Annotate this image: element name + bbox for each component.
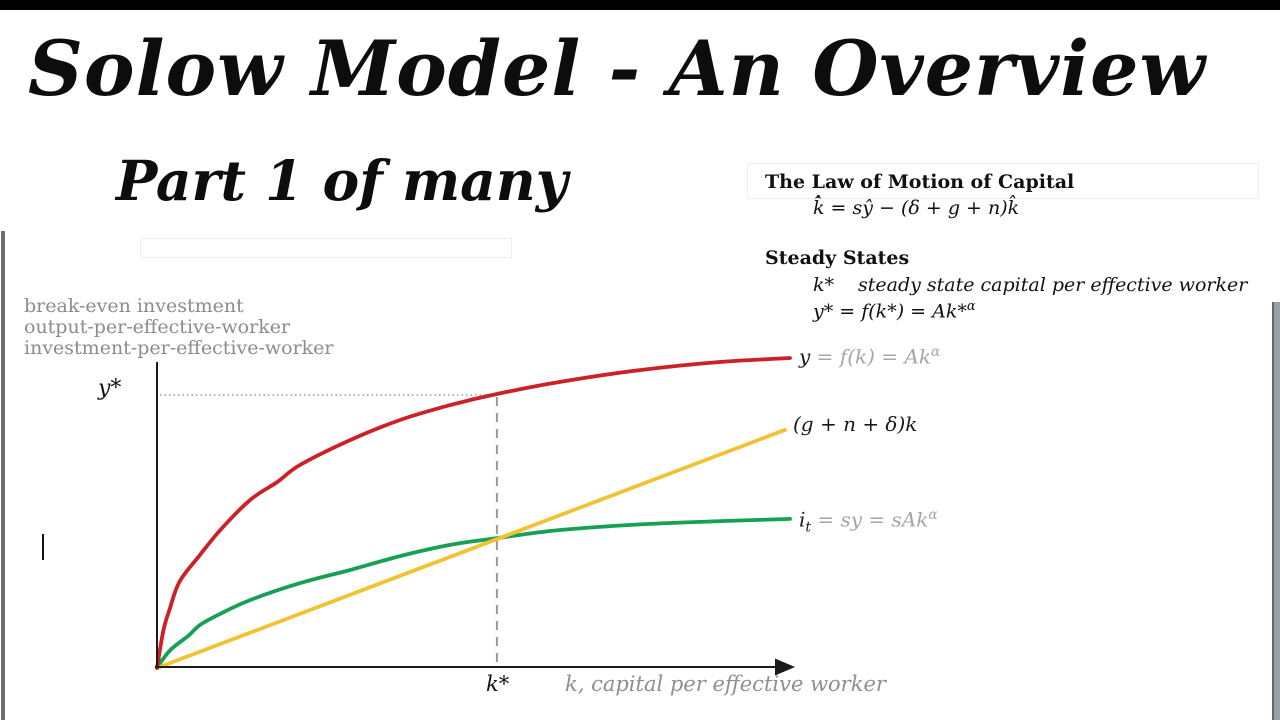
curves-layer [155, 356, 792, 670]
k-star-symbol: k* [813, 274, 835, 296]
k-star-definition-text: steady state capital per effective worke… [858, 274, 1248, 296]
curve-green [155, 517, 792, 670]
curve-yellow [155, 428, 787, 670]
steady-state-k-definition: k* steady state capital per effective wor… [813, 274, 1247, 296]
y-axis-label-line1: break-even investment [24, 295, 244, 317]
alpha-exponent: α [966, 299, 976, 314]
red-curve-label: y = f(k) = Akα [799, 344, 940, 369]
green-curve-label-subscript: t [805, 519, 812, 536]
green-curve-label-formula: = sy = sAk [811, 507, 929, 532]
curve-red [155, 356, 792, 670]
red-curve-label-exponent: α [930, 344, 941, 360]
y-star-tick-label: y* [98, 376, 122, 401]
text-cursor [42, 534, 44, 560]
green-curve-label-symbol: i [799, 507, 806, 532]
red-curve-label-symbol: y [799, 344, 811, 369]
y-star-equation-base: y* = f(k*) = Ak* [813, 300, 967, 323]
green-curve-label: it = sy = sAkα [799, 507, 938, 536]
y-axis-label-block: break-even investment output-per-effecti… [24, 296, 334, 359]
law-of-motion-heading: The Law of Motion of Capital [765, 171, 1075, 193]
y-axis-label-line2: output-per-effective-worker [24, 316, 291, 338]
text-box-outline [747, 163, 1259, 199]
top-border-bar [0, 0, 1280, 10]
green-curve-label-exponent: α [928, 507, 938, 523]
right-window-edge [1272, 302, 1280, 720]
steady-state-y-equation: y* = f(k*) = Ak*α [813, 299, 976, 322]
red-curve-label-formula: = f(k) = Ak [810, 344, 931, 369]
steady-states-heading: Steady States [765, 247, 910, 269]
law-of-motion-equation: k̂̇ = sŷ − (δ + g + n)k̂ [813, 197, 1020, 219]
left-window-edge [1, 231, 5, 720]
k-star-tick-label: k* [486, 672, 510, 696]
empty-placeholder-box [140, 238, 512, 258]
x-axis-label: k, capital per effective worker [565, 672, 886, 696]
y-axis-label-line3: investment-per-effective-worker [24, 337, 334, 359]
page-title: Solow Model - An Overview [28, 24, 1206, 113]
yellow-line-label: (g + n + δ)k [793, 412, 918, 436]
subtitle: Part 1 of many [116, 148, 568, 213]
